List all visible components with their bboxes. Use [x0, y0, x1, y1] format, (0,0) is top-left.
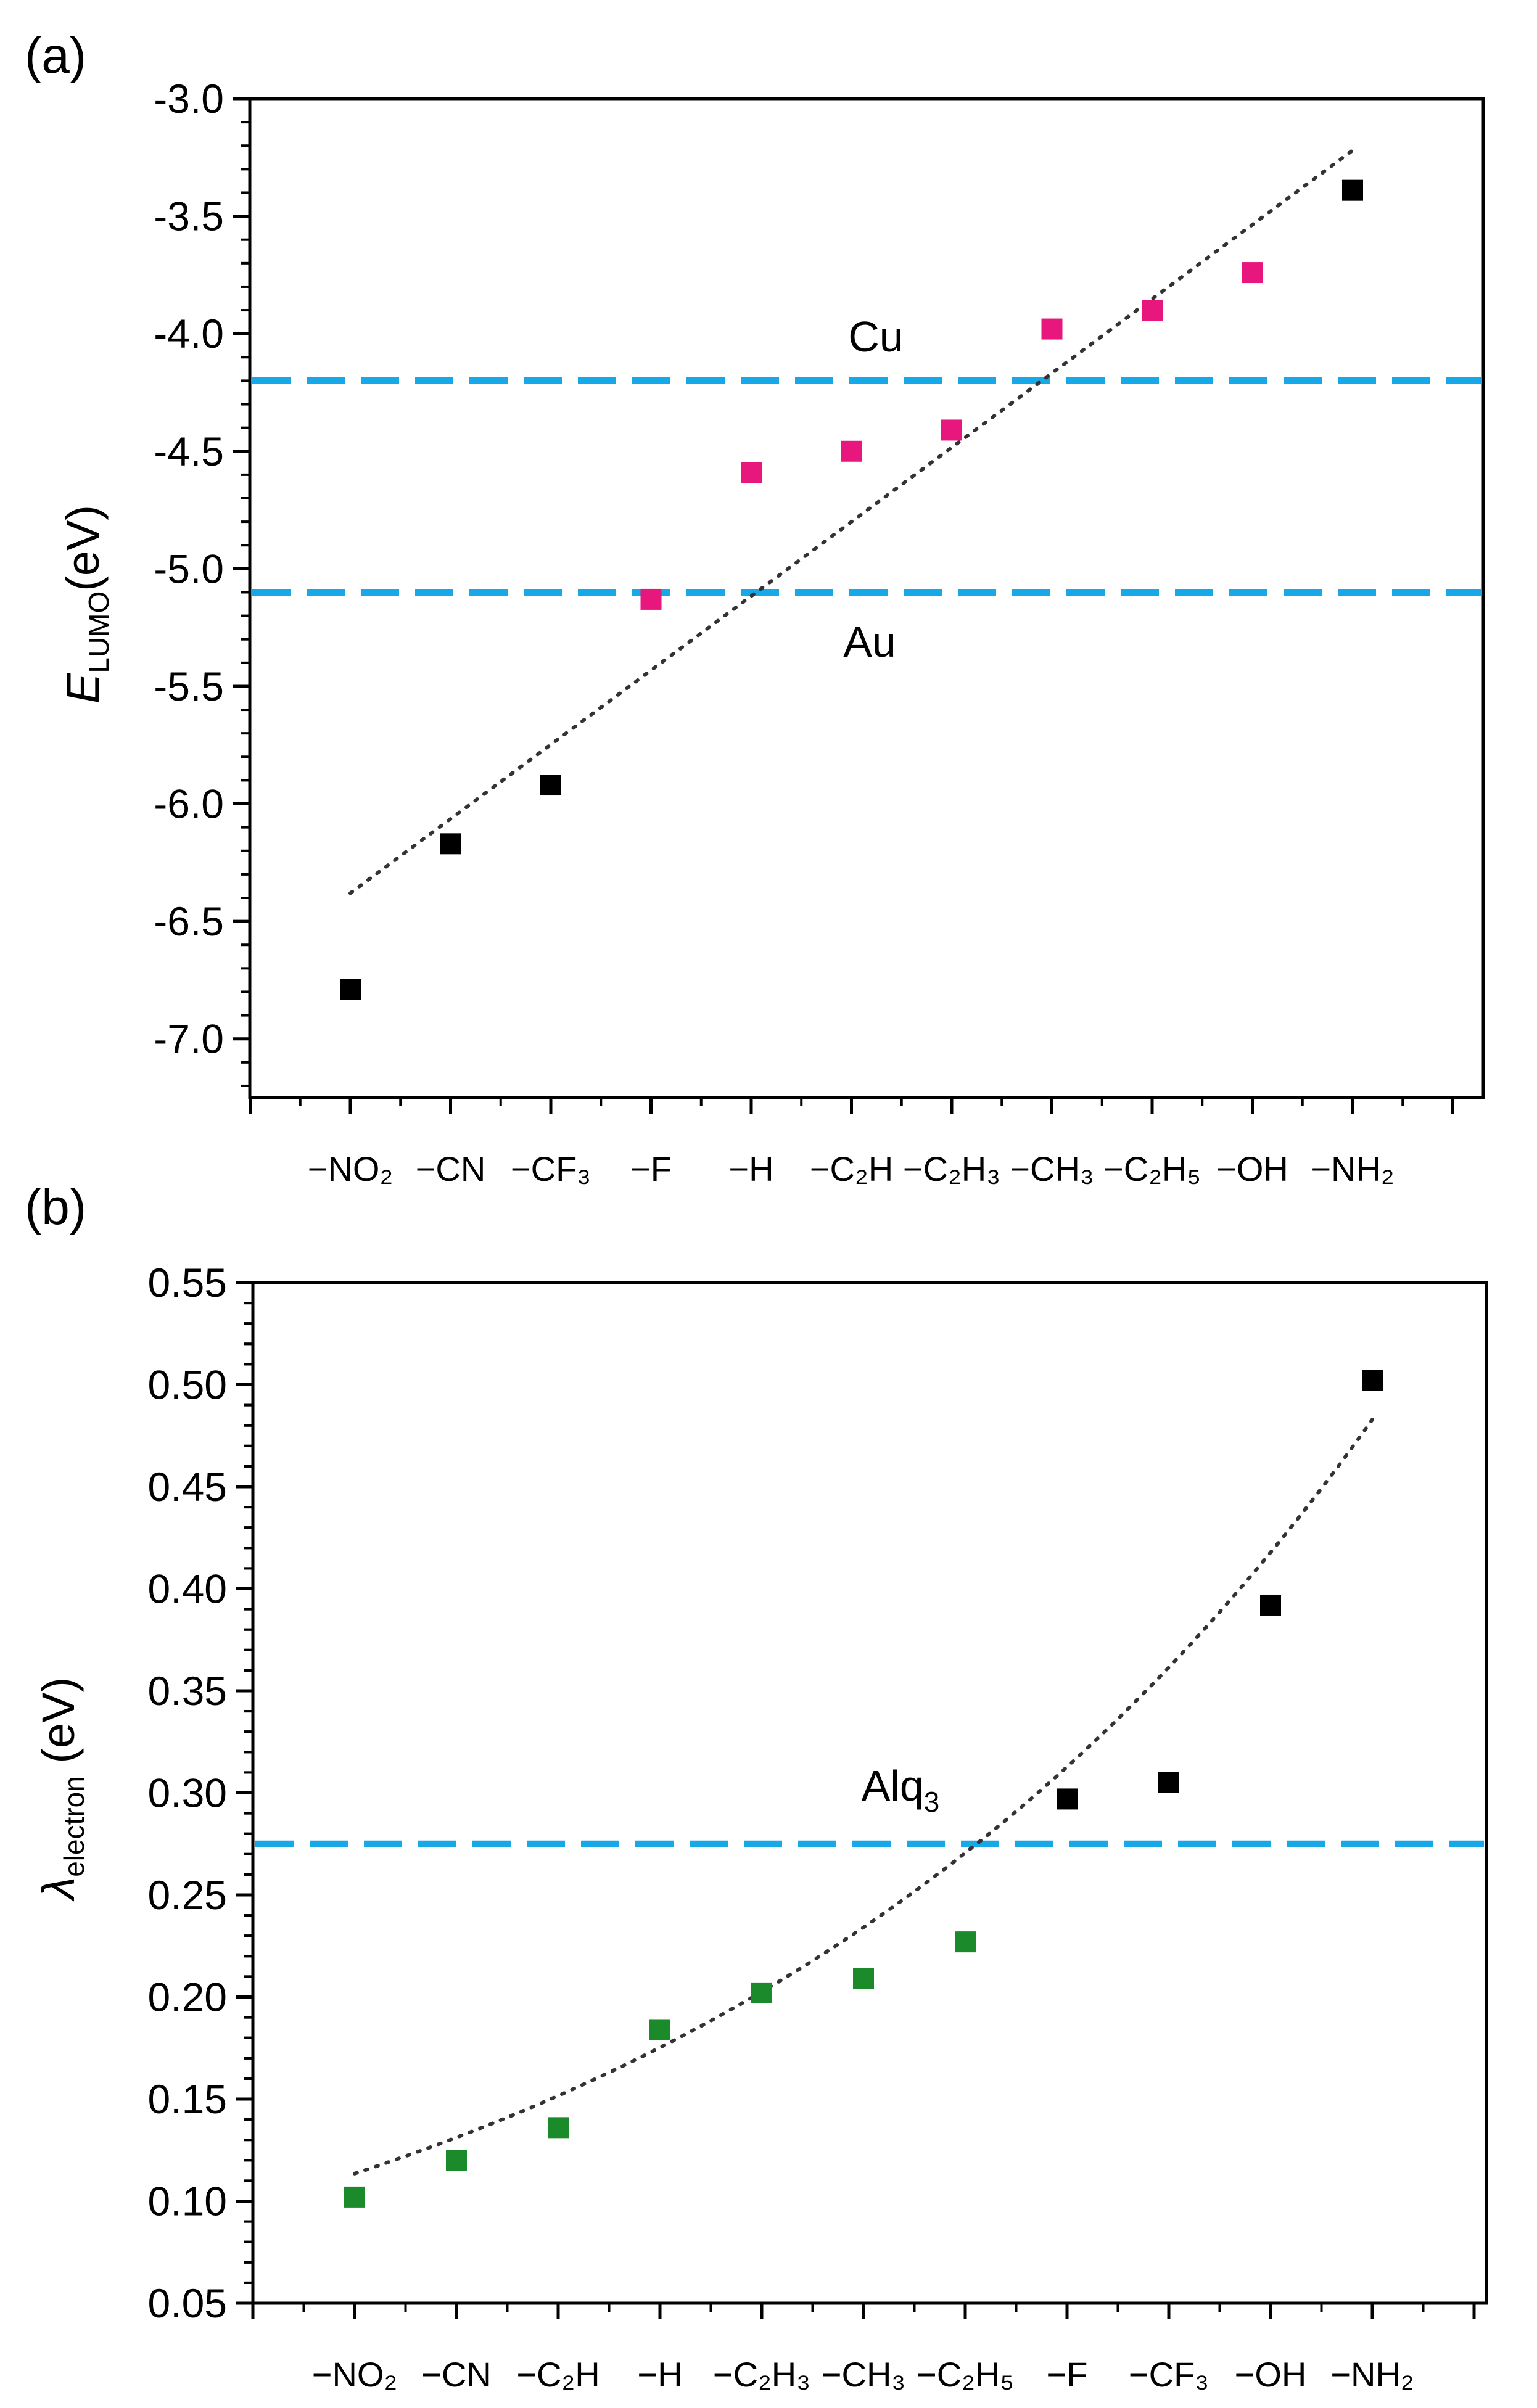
y-tick-label: 0.55 — [148, 1260, 227, 1305]
panel-b-y-axis-title-rest: (eV) — [33, 1677, 84, 1776]
panel-b-label: (b) — [25, 1179, 86, 1235]
data-point — [548, 2117, 569, 2139]
y-tick-label: 0.05 — [148, 2280, 227, 2326]
panel-a-y-axis-title: ELUMO(eV) — [57, 505, 115, 704]
reference-label-au: Au — [843, 618, 896, 666]
data-point — [1260, 1594, 1281, 1616]
y-tick-label: 0.35 — [148, 1668, 227, 1714]
panel-b-chart: (b) 0.05 0.10 0.15 0.20 0.25 0.30 0.35 0.40 0.45… — [25, 1179, 1488, 2394]
x-category-label: −F — [1047, 2355, 1088, 2394]
y-tick-label: 0.40 — [148, 1566, 227, 1612]
x-category-label: −C₂H₃ — [903, 1149, 1000, 1188]
x-category-label: −CH₃ — [1010, 1149, 1094, 1188]
data-point — [941, 419, 962, 441]
data-point — [640, 588, 662, 610]
data-point — [1242, 262, 1263, 284]
panel-b-x-axis: −NO₂ −CN −C₂H −H −C₂H₃ −CH₃ −C₂H₅ −F −CF₃ −OH −NH₂ — [251, 2303, 1476, 2394]
panel-a-label: (a) — [25, 28, 86, 84]
panel-a-y-axis-title-sub: LUMO — [83, 591, 115, 673]
y-tick-label: -3.0 — [154, 76, 224, 121]
trend-line — [353, 1418, 1374, 2176]
data-point — [1041, 318, 1063, 340]
x-category-label: −H — [728, 1149, 773, 1188]
panel-b-y-axis-title-sub: electron — [58, 1776, 90, 1877]
trend-line — [348, 148, 1354, 895]
x-category-label: −C₂H — [516, 2355, 600, 2394]
y-tick-label: -5.5 — [154, 664, 224, 709]
x-category-label: −CF₃ — [511, 1149, 591, 1188]
panel-a-frame — [248, 97, 1485, 1099]
panel-a-y-axis-title-rest: (eV) — [57, 505, 109, 591]
data-point — [540, 775, 561, 796]
panel-a-y-axis: -3.0 -3.5 -4.0 -4.5 -5.0 -5.5 -6.0 -6.5 -7.0 — [154, 76, 250, 1087]
x-category-label: −CN — [416, 1149, 486, 1188]
reference-label-alq3-main: Alq — [862, 1762, 924, 1810]
panel-a-y-axis-title-main: E — [57, 672, 109, 704]
x-category-label: −C₂H₅ — [917, 2355, 1014, 2394]
x-category-label: −NH₂ — [1330, 2355, 1414, 2394]
data-point — [649, 2019, 670, 2040]
panel-b-y-axis-title: λelectron (eV) — [33, 1677, 90, 1902]
data-point — [1342, 179, 1363, 201]
y-tick-label: -4.0 — [154, 311, 224, 356]
panel-b-data-points — [344, 1370, 1383, 2208]
data-point — [344, 2186, 365, 2208]
y-tick-label: 0.20 — [148, 1974, 227, 2020]
data-point — [955, 1931, 976, 1953]
data-point — [1057, 1788, 1078, 1810]
x-category-label: −F — [630, 1149, 672, 1188]
x-category-label: −CF₃ — [1129, 2355, 1209, 2394]
data-point — [340, 979, 361, 1000]
data-point — [1158, 1772, 1179, 1793]
y-tick-label: 0.10 — [148, 2179, 227, 2224]
x-category-label: −CH₃ — [822, 2355, 905, 2394]
panel-a-trend-line — [348, 148, 1354, 895]
reference-label-alq3-sub: 3 — [924, 1786, 940, 1818]
x-category-label: −C₂H₅ — [1103, 1149, 1201, 1188]
y-tick-label: 0.45 — [148, 1464, 227, 1510]
x-category-label: −H — [637, 2355, 682, 2394]
data-point — [741, 462, 762, 483]
panel-a-reference-lines — [252, 377, 1481, 596]
x-category-label: −CN — [421, 2355, 492, 2394]
data-point — [440, 833, 461, 855]
panel-a-chart: (a) -3.0 -3.5 -4.0 -4.5 -5.0 -5.5 -6.0 -6.5 -7.0… — [25, 28, 1485, 1188]
data-point — [751, 1982, 772, 2003]
y-tick-label: 0.50 — [148, 1362, 227, 1408]
data-point — [446, 2150, 467, 2171]
panel-b-y-axis: 0.05 0.10 0.15 0.20 0.25 0.30 0.35 0.40 0.45 0.50… — [148, 1260, 253, 2326]
x-category-label: −NH₂ — [1311, 1149, 1394, 1188]
reference-label-cu: Cu — [848, 313, 903, 361]
y-tick-label: -5.0 — [154, 546, 224, 591]
y-tick-label: -3.5 — [154, 194, 224, 239]
x-category-label: −C₂H₃ — [713, 2355, 810, 2394]
x-category-label: −C₂H — [810, 1149, 893, 1188]
panel-b-trend-line — [353, 1418, 1374, 2176]
data-point — [853, 1968, 874, 1989]
data-point — [1362, 1370, 1383, 1391]
panel-a-data-points — [340, 179, 1363, 1000]
y-tick-label: -6.5 — [154, 898, 224, 944]
y-tick-label: 0.15 — [148, 2076, 227, 2122]
y-tick-label: 0.30 — [148, 1770, 227, 1816]
x-category-label: −NO₂ — [308, 1149, 393, 1188]
y-tick-label: -7.0 — [154, 1016, 224, 1062]
x-category-label: −OH — [1216, 1149, 1288, 1188]
panel-b-y-axis-title-symbol: λ — [33, 1877, 84, 1902]
x-category-label: −OH — [1235, 2355, 1307, 2394]
data-point — [1142, 300, 1163, 321]
y-tick-label: 0.25 — [148, 1872, 227, 1918]
y-tick-label: -6.0 — [154, 781, 224, 827]
reference-label-alq3: Alq3 — [862, 1762, 940, 1818]
panel-a-x-axis: −NO₂ −CN −CF₃ −F −H −C₂H −C₂H₃ −CH₃ −C₂H₅ −OH −NH₂ — [249, 1098, 1454, 1188]
y-tick-label: -4.5 — [154, 429, 224, 474]
x-category-label: −NO₂ — [312, 2355, 397, 2394]
data-point — [841, 440, 862, 462]
